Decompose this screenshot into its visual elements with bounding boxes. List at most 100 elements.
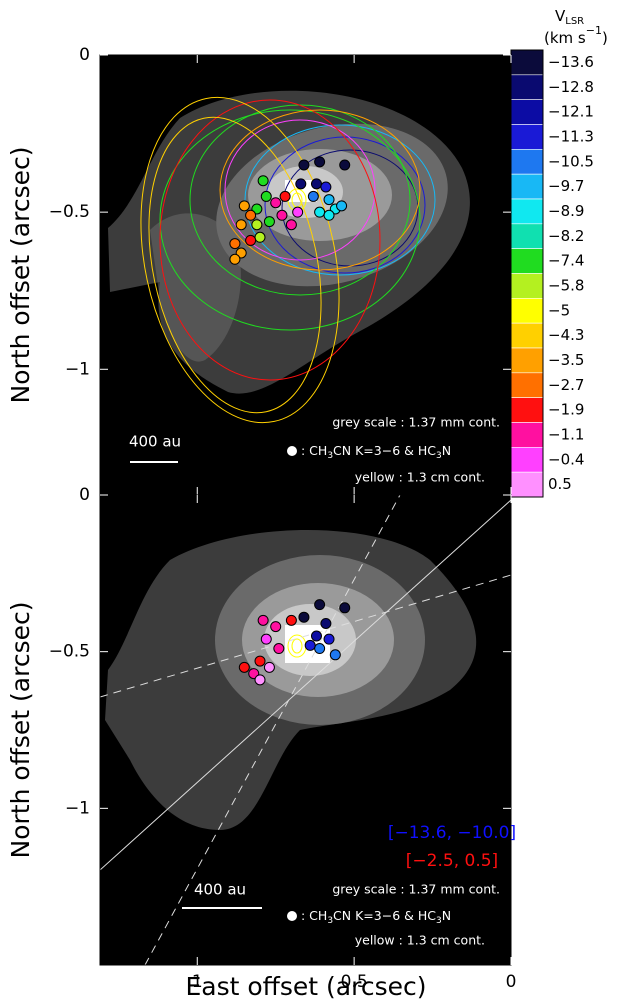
- legend-grey: grey scale : 1.37 mm cont.: [332, 882, 500, 897]
- colorbar-swatch: [510, 372, 544, 398]
- colorbar-swatch: [510, 223, 544, 249]
- colorbar-label: −5: [548, 301, 570, 319]
- colorbar-swatch: [510, 99, 544, 125]
- colorbar-label: −12.8: [548, 78, 594, 96]
- data-point: [229, 238, 241, 250]
- colorbar-swatch: [510, 248, 544, 274]
- data-point: [257, 614, 269, 626]
- data-point: [307, 190, 319, 202]
- legend-bullet: [287, 911, 297, 921]
- data-point: [323, 209, 335, 221]
- legend-bullet: [287, 446, 297, 456]
- data-point: [238, 661, 250, 673]
- data-point: [310, 178, 322, 190]
- data-point: [260, 633, 272, 645]
- colorbar-label: −5.8: [548, 276, 584, 294]
- data-point: [257, 175, 269, 187]
- data-point: [229, 253, 241, 265]
- colorbar-swatch: [510, 74, 544, 100]
- colorbar-label: −1.9: [548, 401, 584, 419]
- colorbar-title-main: V: [555, 7, 566, 25]
- data-point: [285, 614, 297, 626]
- legend-subscript: 3: [327, 451, 333, 461]
- data-point: [323, 633, 335, 645]
- colorbar-label: −4.3: [548, 326, 584, 344]
- data-point: [292, 206, 304, 218]
- legend-yellow: yellow : 1.3 cm cont.: [355, 933, 485, 948]
- colorbar-swatch: [510, 149, 544, 175]
- data-point: [329, 649, 341, 661]
- data-point: [314, 643, 326, 655]
- data-point: [238, 200, 250, 212]
- colorbar-swatch: [510, 422, 544, 448]
- legend-text: : CH: [301, 908, 327, 923]
- data-point: [279, 190, 291, 202]
- data-point: [263, 661, 275, 673]
- velocity-range: [−2.5, 0.5]: [406, 851, 498, 871]
- data-point: [323, 194, 335, 206]
- y-axis-label: North offset (arcsec): [6, 147, 35, 404]
- colorbar-swatch: [510, 322, 544, 349]
- colorbar-label: −2.7: [548, 376, 584, 394]
- colorbar-swatch: [510, 124, 544, 150]
- legend-text: : CH: [301, 443, 327, 458]
- y-axis-label: North offset (arcsec): [6, 602, 35, 859]
- colorbar-label: −1.1: [548, 425, 584, 443]
- colorbar-label: −8.2: [548, 227, 584, 245]
- y-tick-label: −0.5: [49, 642, 90, 662]
- data-point: [304, 639, 316, 651]
- colorbar-swatch: [510, 273, 544, 299]
- colorbar-label: 0.5: [548, 475, 572, 493]
- colorbar-label: −10.5: [548, 152, 594, 170]
- colorbar-swatch: [510, 298, 544, 324]
- legend-subscript: 3: [436, 916, 442, 926]
- legend-molecule: : CH3CN K=3−6 & HC3N: [301, 908, 451, 926]
- data-point: [339, 602, 351, 614]
- data-layer: [229, 156, 351, 265]
- colorbar-label: −0.4: [548, 450, 584, 468]
- y-tick-label: 0: [79, 45, 90, 65]
- data-point: [298, 611, 310, 623]
- plot-frame: [99, 494, 512, 966]
- x-tick-label: 0: [506, 972, 517, 992]
- colorbar-swatch: [510, 447, 544, 473]
- legend-text: CN K=3−6 & HC: [333, 443, 436, 458]
- x-tick-label: 1: [192, 972, 203, 992]
- colorbar-unit-end: ): [602, 29, 608, 47]
- data-point: [245, 209, 257, 221]
- data-point: [314, 599, 326, 611]
- colorbar-unit-sup: −1: [586, 24, 602, 37]
- colorbar-label: −12.1: [548, 103, 594, 121]
- colorbar-swatch: [510, 49, 544, 76]
- colorbar-swatch: [510, 471, 544, 498]
- legend-yellow: yellow : 1.3 cm cont.: [355, 470, 485, 485]
- data-point: [336, 200, 348, 212]
- data-point: [276, 209, 288, 221]
- legend-text: N: [442, 908, 451, 923]
- colorbar-swatch: [510, 173, 544, 200]
- colorbar-swatch: [510, 198, 544, 225]
- data-point: [298, 159, 310, 171]
- colorbar-title-sub: LSR: [565, 16, 584, 27]
- data-point: [260, 190, 272, 202]
- y-tick-label: −1: [65, 359, 90, 379]
- colorbar-label: −9.7: [548, 177, 584, 195]
- data-point: [251, 219, 263, 231]
- data-point: [254, 231, 266, 243]
- y-tick-label: 0: [79, 485, 90, 505]
- colorbar-swatch: [510, 347, 544, 374]
- colorbar-label: −8.9: [548, 202, 584, 220]
- colorbar-label: −13.6: [548, 53, 594, 71]
- data-point: [270, 197, 282, 209]
- legend-text: CN K=3−6 & HC: [333, 908, 436, 923]
- legend-subscript: 3: [327, 916, 333, 926]
- colorbar-unit-main: (km s: [544, 29, 586, 47]
- data-point: [320, 617, 332, 629]
- data-point: [235, 219, 247, 231]
- data-point: [314, 206, 326, 218]
- data-point: [295, 178, 307, 190]
- data-point: [320, 181, 332, 193]
- scale-label: 400 au: [129, 433, 181, 451]
